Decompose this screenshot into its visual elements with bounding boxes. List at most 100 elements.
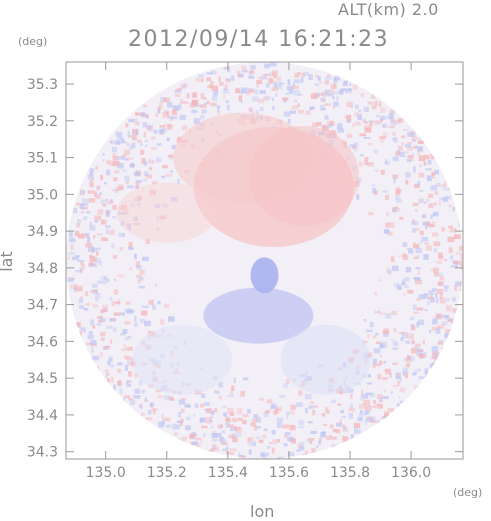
noise-cell bbox=[128, 118, 135, 123]
noise-cell bbox=[309, 440, 313, 445]
noise-cell bbox=[98, 260, 102, 266]
noise-cell bbox=[106, 277, 110, 283]
noise-cell bbox=[365, 392, 372, 396]
noise-cell bbox=[231, 75, 235, 82]
noise-cell bbox=[260, 451, 265, 456]
noise-cell bbox=[282, 97, 289, 101]
noise-cell bbox=[128, 398, 133, 401]
noise-cell bbox=[327, 123, 333, 128]
noise-cell bbox=[366, 109, 369, 113]
noise-cell bbox=[117, 381, 123, 386]
noise-cell bbox=[132, 135, 138, 141]
noise-cell bbox=[104, 345, 110, 349]
noise-cell bbox=[128, 247, 134, 250]
noise-cell bbox=[372, 363, 376, 369]
noise-cell bbox=[209, 84, 213, 89]
noise-cell bbox=[191, 93, 197, 98]
noise-cell bbox=[131, 142, 136, 149]
noise-cell bbox=[367, 101, 374, 105]
noise-cell bbox=[77, 259, 85, 263]
noise-cell bbox=[212, 94, 218, 101]
noise-cell bbox=[433, 267, 439, 274]
noise-cell bbox=[106, 372, 110, 376]
noise-cell bbox=[138, 285, 146, 289]
noise-cell bbox=[135, 182, 140, 189]
noise-cell bbox=[438, 339, 444, 343]
noise-cell bbox=[121, 156, 126, 160]
noise-cell bbox=[446, 298, 451, 302]
noise-cell bbox=[95, 297, 100, 302]
noise-cell bbox=[165, 424, 171, 428]
noise-cell bbox=[417, 319, 425, 326]
noise-cell bbox=[181, 101, 189, 104]
noise-cell bbox=[413, 145, 418, 149]
noise-cell bbox=[213, 92, 216, 95]
noise-cell bbox=[367, 142, 373, 146]
noise-cell bbox=[79, 189, 86, 196]
noise-cell bbox=[110, 140, 118, 144]
noise-cell bbox=[127, 130, 131, 137]
noise-cell bbox=[419, 164, 422, 168]
noise-cell bbox=[158, 421, 164, 428]
noise-cell bbox=[96, 187, 100, 191]
noise-cell bbox=[152, 181, 158, 185]
noise-cell bbox=[97, 366, 100, 372]
noise-cell bbox=[118, 232, 126, 237]
noise-cell bbox=[380, 138, 384, 143]
noise-cell bbox=[404, 372, 409, 379]
noise-cell bbox=[321, 413, 326, 417]
noise-cell bbox=[350, 403, 353, 410]
noise-cell bbox=[106, 229, 109, 234]
noise-cell bbox=[148, 158, 151, 164]
noise-cell bbox=[285, 379, 290, 384]
noise-cell bbox=[423, 161, 427, 166]
noise-cell bbox=[251, 418, 258, 423]
noise-cell bbox=[341, 441, 347, 445]
noise-cell bbox=[105, 212, 110, 217]
noise-cell bbox=[159, 125, 166, 128]
noise-cell bbox=[124, 175, 130, 182]
noise-cell bbox=[180, 98, 183, 104]
noise-cell bbox=[179, 422, 183, 427]
noise-cell bbox=[454, 285, 458, 292]
noise-cell bbox=[112, 327, 117, 333]
y-tick-label: 34.6 bbox=[27, 334, 58, 350]
velocity-region bbox=[280, 324, 371, 395]
noise-cell bbox=[436, 288, 444, 294]
noise-cell bbox=[270, 80, 276, 83]
noise-cell bbox=[143, 131, 146, 138]
noise-cell bbox=[337, 128, 345, 133]
noise-cell bbox=[427, 301, 430, 306]
noise-cell bbox=[181, 397, 187, 400]
noise-cell bbox=[378, 360, 383, 365]
noise-cell bbox=[119, 388, 123, 395]
noise-cell bbox=[73, 208, 78, 214]
noise-cell bbox=[89, 179, 93, 182]
noise-cell bbox=[400, 337, 404, 342]
noise-cell bbox=[176, 438, 181, 444]
noise-cell bbox=[134, 253, 137, 260]
noise-cell bbox=[94, 292, 101, 299]
noise-cell bbox=[122, 397, 126, 402]
noise-cell bbox=[151, 136, 156, 140]
noise-cell bbox=[241, 87, 248, 94]
noise-cell bbox=[230, 426, 237, 431]
x-axis-label: lon bbox=[250, 502, 275, 521]
noise-cell bbox=[283, 99, 288, 102]
noise-cell bbox=[451, 297, 456, 302]
noise-cell bbox=[192, 92, 198, 98]
noise-cell bbox=[431, 171, 435, 176]
noise-cell bbox=[411, 340, 415, 344]
noise-cell bbox=[135, 112, 143, 116]
noise-cell bbox=[455, 262, 458, 268]
noise-cell bbox=[333, 104, 340, 107]
noise-cell bbox=[417, 146, 424, 152]
noise-cell bbox=[215, 446, 220, 452]
noise-cell bbox=[439, 297, 446, 304]
noise-cell bbox=[265, 452, 270, 457]
noise-cell bbox=[96, 233, 103, 236]
noise-cell bbox=[369, 120, 373, 127]
noise-cell bbox=[416, 348, 422, 352]
noise-cell bbox=[414, 277, 421, 281]
noise-cell bbox=[80, 327, 84, 331]
